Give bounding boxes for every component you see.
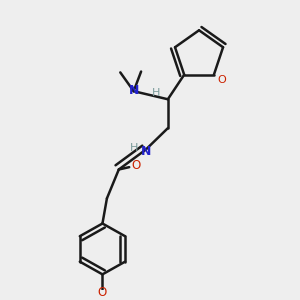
Text: N: N <box>129 84 140 97</box>
Text: O: O <box>98 286 107 299</box>
Text: H: H <box>152 88 160 98</box>
Text: N: N <box>141 145 152 158</box>
Text: O: O <box>217 75 226 85</box>
Text: H: H <box>130 143 138 153</box>
Text: O: O <box>131 159 141 172</box>
